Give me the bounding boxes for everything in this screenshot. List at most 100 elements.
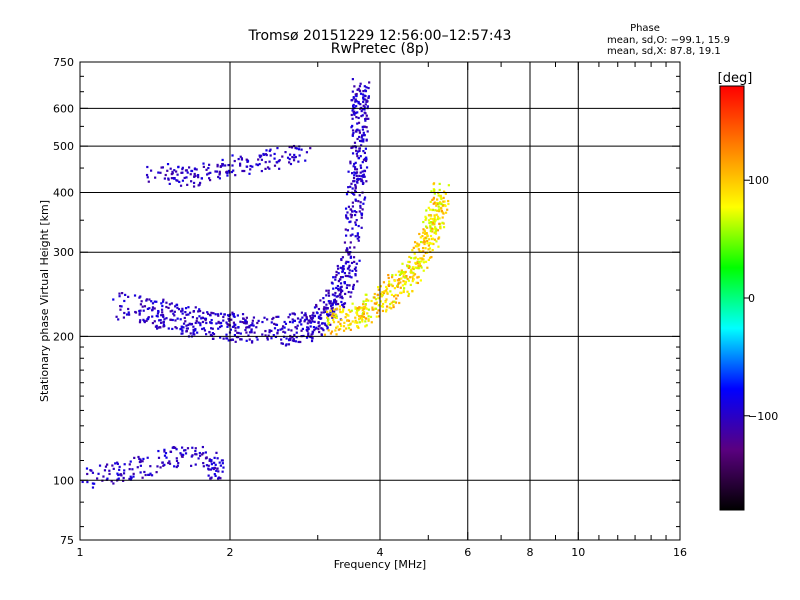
data-point xyxy=(163,450,166,453)
data-point xyxy=(331,309,334,312)
data-point xyxy=(220,459,224,462)
data-point xyxy=(183,176,186,180)
data-point xyxy=(402,289,405,292)
data-point xyxy=(362,173,365,176)
data-point xyxy=(175,457,178,460)
data-point xyxy=(351,269,354,273)
data-point xyxy=(138,312,141,315)
data-point xyxy=(433,223,436,226)
data-point xyxy=(377,304,380,307)
data-point xyxy=(173,314,176,317)
data-point xyxy=(437,194,440,197)
data-point xyxy=(119,473,122,476)
data-point xyxy=(157,449,160,453)
data-point xyxy=(447,184,450,187)
data-point xyxy=(352,96,355,99)
data-point xyxy=(429,221,432,224)
data-point xyxy=(337,272,340,275)
data-point xyxy=(198,309,202,313)
data-point xyxy=(240,157,244,160)
data-point xyxy=(432,242,435,246)
data-point xyxy=(309,321,313,324)
data-point xyxy=(420,266,423,269)
data-point xyxy=(337,279,340,283)
data-point xyxy=(355,171,359,174)
data-point xyxy=(396,285,399,289)
data-point xyxy=(352,176,356,180)
data-point xyxy=(181,309,184,312)
data-point xyxy=(285,337,288,340)
data-point xyxy=(432,182,436,185)
data-point xyxy=(268,329,271,332)
data-point xyxy=(413,252,416,255)
data-point xyxy=(163,454,167,457)
data-point xyxy=(417,267,420,270)
data-point xyxy=(125,313,129,316)
data-point xyxy=(349,234,352,237)
data-point xyxy=(168,182,171,185)
data-point xyxy=(246,326,249,329)
data-point xyxy=(363,157,367,161)
data-point xyxy=(289,162,293,166)
y-tick-label: 600 xyxy=(53,102,74,115)
data-point xyxy=(157,326,160,329)
data-point xyxy=(439,194,442,197)
data-point xyxy=(365,100,368,103)
data-point xyxy=(310,318,313,321)
data-point xyxy=(225,333,228,336)
data-point xyxy=(365,158,368,161)
data-point xyxy=(353,171,356,174)
data-point xyxy=(383,290,386,293)
data-point xyxy=(201,320,205,324)
data-point xyxy=(346,319,349,322)
data-point xyxy=(403,287,406,290)
data-point xyxy=(134,311,138,314)
data-point xyxy=(407,292,411,296)
data-point xyxy=(282,330,285,333)
data-point xyxy=(361,309,364,312)
data-point xyxy=(361,139,364,142)
data-point xyxy=(415,281,418,284)
data-point xyxy=(352,180,355,183)
data-point xyxy=(150,300,153,303)
data-point xyxy=(351,320,354,323)
data-point xyxy=(435,213,438,216)
data-point xyxy=(181,455,184,458)
data-point xyxy=(232,312,235,316)
data-point xyxy=(193,167,197,170)
data-point xyxy=(412,266,415,269)
data-point xyxy=(165,301,168,304)
x-axis-ticks: 1 2 4 6 8 10 16 xyxy=(77,62,687,559)
data-point xyxy=(421,246,425,250)
data-point xyxy=(175,448,178,451)
data-point xyxy=(291,336,294,339)
data-point xyxy=(176,464,179,467)
data-point xyxy=(424,225,428,228)
data-point xyxy=(118,292,121,295)
data-point xyxy=(270,337,273,340)
data-point xyxy=(344,262,347,265)
data-point xyxy=(155,327,159,330)
data-point xyxy=(376,293,379,296)
data-point xyxy=(194,174,197,177)
data-point xyxy=(231,164,234,167)
data-point xyxy=(416,276,419,279)
data-point xyxy=(429,227,432,230)
data-point xyxy=(355,308,359,312)
data-point xyxy=(353,174,356,177)
data-point xyxy=(325,294,328,297)
x-tick-label: 4 xyxy=(377,546,384,559)
data-point xyxy=(356,181,359,184)
data-point xyxy=(419,279,422,282)
data-point xyxy=(231,313,234,316)
data-point xyxy=(117,477,120,480)
data-point xyxy=(273,322,276,326)
data-point xyxy=(225,321,228,324)
data-point xyxy=(424,218,427,221)
data-point xyxy=(284,151,287,154)
data-point xyxy=(334,291,337,295)
data-point xyxy=(358,139,362,142)
data-point xyxy=(429,234,433,238)
data-point xyxy=(352,285,355,288)
